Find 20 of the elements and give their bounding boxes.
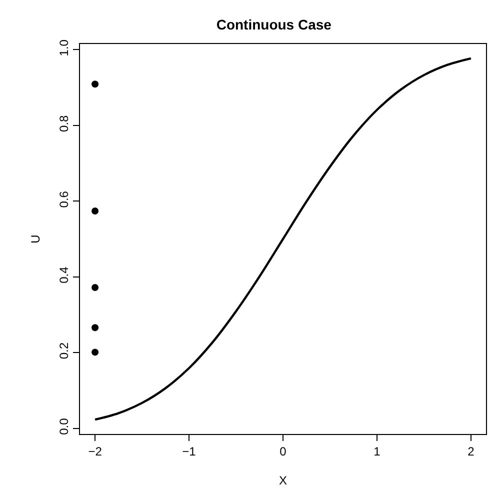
x-tick-label: 1 [374,444,381,458]
point [92,207,99,214]
point [92,80,99,88]
y-tick-label: 0.8 [57,114,72,132]
x-tick-label: −2 [88,444,102,458]
y-axis-title: U [28,234,42,244]
point [92,348,99,356]
chart-title: Continuous Case [216,16,332,33]
x-tick-label: 0 [280,444,287,458]
y-tick-label: 0.6 [57,190,72,208]
point [92,284,99,291]
x-tick-label: −1 [182,444,196,458]
y-tick-label: 0.2 [57,342,72,360]
y-tick-label: 0.4 [57,266,72,284]
x-tick-label: 2 [468,444,475,458]
x-axis-title: X [278,473,288,488]
y-tick-label: 0.0 [57,418,72,435]
line-series [94,57,472,421]
point [92,324,99,332]
y-tick-label: 1.0 [57,39,72,56]
